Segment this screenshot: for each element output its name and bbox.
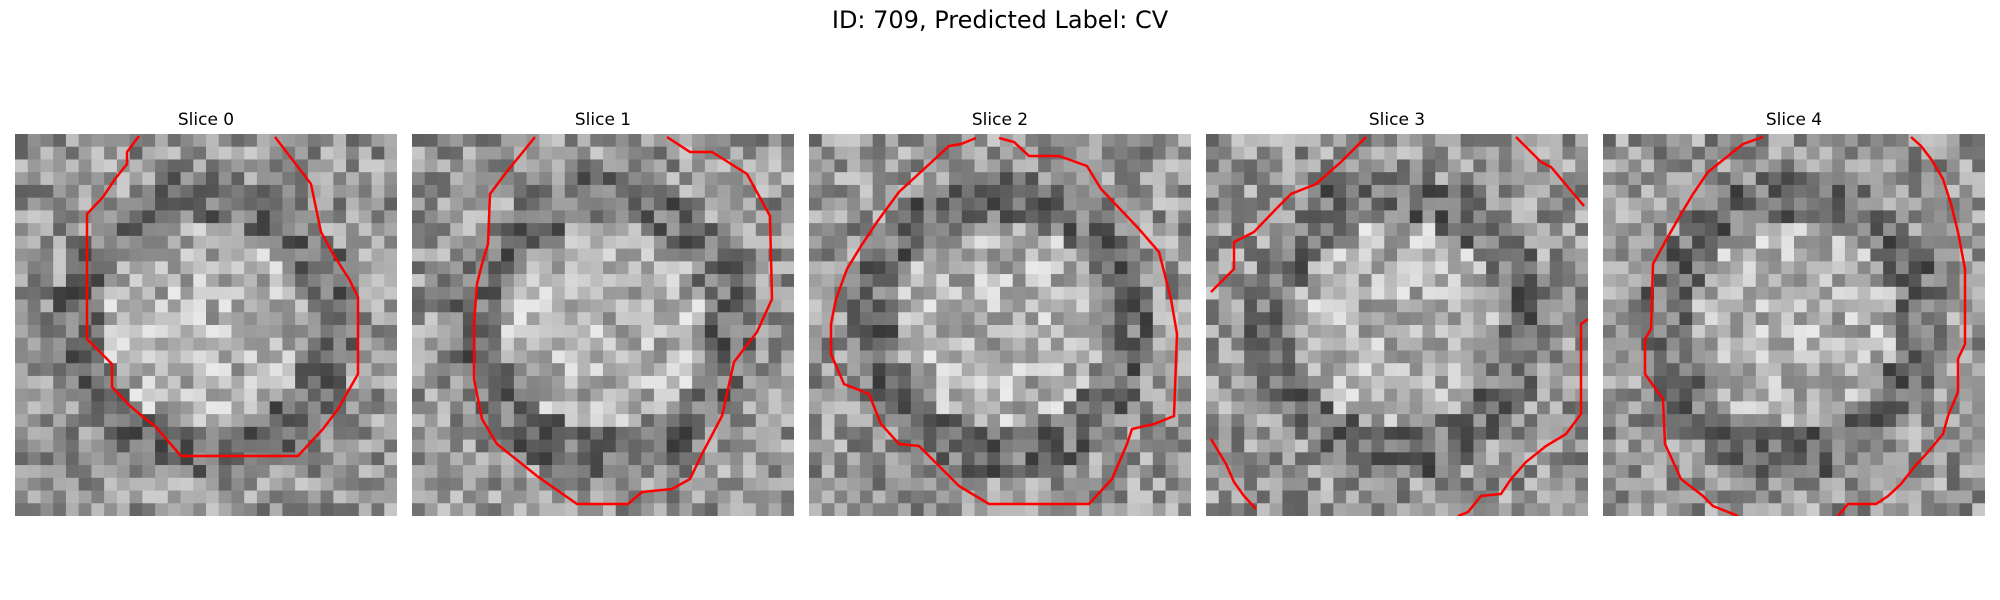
segmentation-contour (85, 135, 360, 458)
slice-image-1 (412, 134, 794, 516)
grayscale-texture (412, 134, 794, 516)
segmentation-contour (1209, 438, 1257, 510)
slice-panel-0: Slice 0 (15, 108, 397, 516)
slice-image-4 (1603, 134, 1985, 516)
slice-title: Slice 1 (574, 110, 632, 130)
figure-title: ID: 709, Predicted Label: CV (831, 6, 1169, 34)
grayscale-texture (1603, 134, 1985, 516)
segmentation-contour (1457, 317, 1588, 516)
grayscale-texture (15, 134, 397, 516)
grayscale-texture (809, 134, 1191, 516)
slice-panel-4: Slice 4 (1603, 108, 1985, 516)
slice-image-0 (15, 134, 397, 516)
slice-image-2 (809, 134, 1191, 516)
slice-panel-1: Slice 1 (412, 108, 794, 516)
slice-title: Slice 3 (1368, 110, 1426, 130)
slice-title: Slice 4 (1765, 110, 1823, 130)
segmentation-contour (1515, 136, 1585, 207)
segmentation-contour (1210, 136, 1367, 293)
slice-image-3 (1206, 134, 1588, 516)
segmentation-contour (472, 135, 774, 506)
segmentation-contour (1837, 136, 1967, 516)
slice-title: Slice 0 (177, 110, 235, 130)
slice-panel-2: Slice 2 (809, 108, 1191, 516)
slice-panel-3: Slice 3 (1206, 108, 1588, 516)
grayscale-texture (1206, 134, 1588, 516)
segmentation-contour (1643, 135, 1764, 516)
slice-title: Slice 2 (971, 110, 1029, 130)
segmentation-contour (829, 136, 1179, 506)
